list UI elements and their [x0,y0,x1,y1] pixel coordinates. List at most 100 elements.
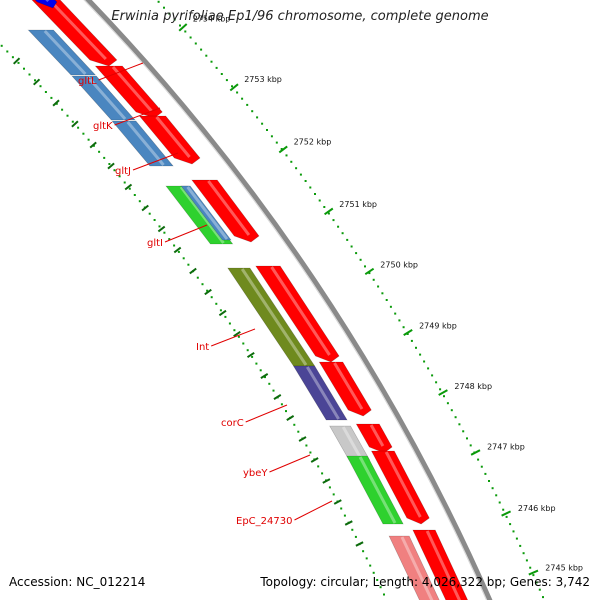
feature-highlight [425,530,462,600]
scale-tick-label: 2751 kbp [339,200,377,209]
guide-dot-outer [502,508,505,511]
scale-tick-label: 2752 kbp [294,138,332,147]
guide-dot-inner [118,175,121,178]
guide-dot-inner [0,44,3,47]
cds-blue-marker [34,0,58,9]
guide-dot-inner [255,362,258,365]
guide-dot-inner [82,132,85,135]
guide-dot-inner [328,486,331,489]
scale-tick [501,510,512,517]
cds-forward-arrow [138,115,201,165]
guide-dot-outer [280,148,283,150]
guide-dot-outer [480,465,483,468]
guide-dot-outer [359,258,362,261]
guide-dot-inner [98,150,101,153]
guide-dot-outer [538,588,541,591]
feature-highlight [306,366,340,420]
feature-highlight [111,66,153,112]
guide-dot-outer [173,18,176,21]
scale-tick [364,267,375,276]
cds-forward-arrow [371,450,430,525]
gene-label-gltj: gltJ [115,166,131,177]
inner-scale-tick [333,499,342,505]
gene-label-glti: gltI [147,238,163,249]
gene-label-gltk: gltK [93,121,113,132]
guide-dot-inner [23,67,25,70]
scale-tick [324,207,334,216]
guide-dot-inner [332,493,335,496]
gene-leader-line [211,328,256,347]
inner-scale-tick [13,57,21,65]
guide-dot-outer [394,312,397,315]
guide-dot-outer [532,574,535,577]
guide-dot-outer [270,135,273,138]
gene-leader-line [269,454,311,473]
guide-dot-inner [17,61,20,64]
guide-dot-inner [251,355,254,358]
inner-scale-tick [322,478,331,484]
guide-dot-inner [246,349,249,352]
guide-dot-inner [87,138,90,141]
feature-highlight [369,424,385,447]
guide-dot-inner [138,200,141,203]
scale-tick-label: 2746 kbp [518,504,556,513]
scale-tick [278,145,288,154]
guide-dot-inner [219,309,222,312]
guide-dot-outer [385,299,388,301]
guide-dot-outer [220,73,223,75]
guide-dot-inner [196,276,199,279]
guide-dot-inner [340,507,343,510]
guide-dot-outer [364,265,366,268]
guide-dot-outer [355,252,358,255]
map-title: Erwinia pyrifoliae Ep1/96 chromosome, co… [111,9,489,24]
cds-forward-arrow [412,529,468,600]
guide-dot-inner [77,126,80,129]
inner-scale-tick [310,457,319,463]
guide-dot-inner [182,257,185,260]
guide-dot-inner [6,50,9,53]
guide-dot-inner [206,289,209,292]
feature-highlight [86,76,127,120]
feature-highlight [126,121,165,166]
guide-dot-outer [427,367,430,370]
scale-tick-label: 2749 kbp [419,322,457,331]
guide-dot-outer [439,388,442,391]
gene-label-int: Int [196,342,209,353]
guide-dot-outer [168,12,171,15]
gene-block-sliver [180,185,232,241]
accession-label: Accession: NC_012214 [9,575,146,589]
guide-dot-outer [509,523,512,526]
guide-dot-outer [225,79,228,82]
guide-dot-outer [462,430,465,433]
inner-scale-tick [246,351,255,359]
inner-scale-tick [344,520,353,526]
guide-dot-outer [215,66,218,69]
guide-dot-inner [158,225,161,228]
guide-dot-inner [285,410,287,413]
guide-dot-inner [187,263,190,266]
inner-scale-tick [141,204,149,212]
scale-tick [178,23,188,32]
guide-dot-inner [372,571,375,574]
guide-dot-outer [419,353,422,356]
guide-dot-inner [201,283,204,286]
guide-dot-outer [236,91,239,94]
guide-dot-outer [495,494,498,497]
gene-leader-line [294,500,333,521]
inner-scale-tick [124,183,133,191]
inner-scale-tick [218,309,227,317]
feature-highlight [43,29,87,76]
guide-dot-outer [410,339,413,342]
feature-highlight [333,362,364,410]
scale-tick-label: 2750 kbp [380,260,418,269]
guide-dot-inner [383,593,385,596]
guide-dot-outer [210,60,213,63]
feature-highlight [358,456,397,524]
guide-dot-inner [259,369,262,372]
guide-dot-inner [233,329,236,332]
guide-dot-inner [210,296,213,299]
guide-dot-inner [268,382,271,385]
guide-dot-inner [168,238,171,241]
guide-dot-outer [241,97,244,100]
guide-dot-outer [381,292,384,295]
